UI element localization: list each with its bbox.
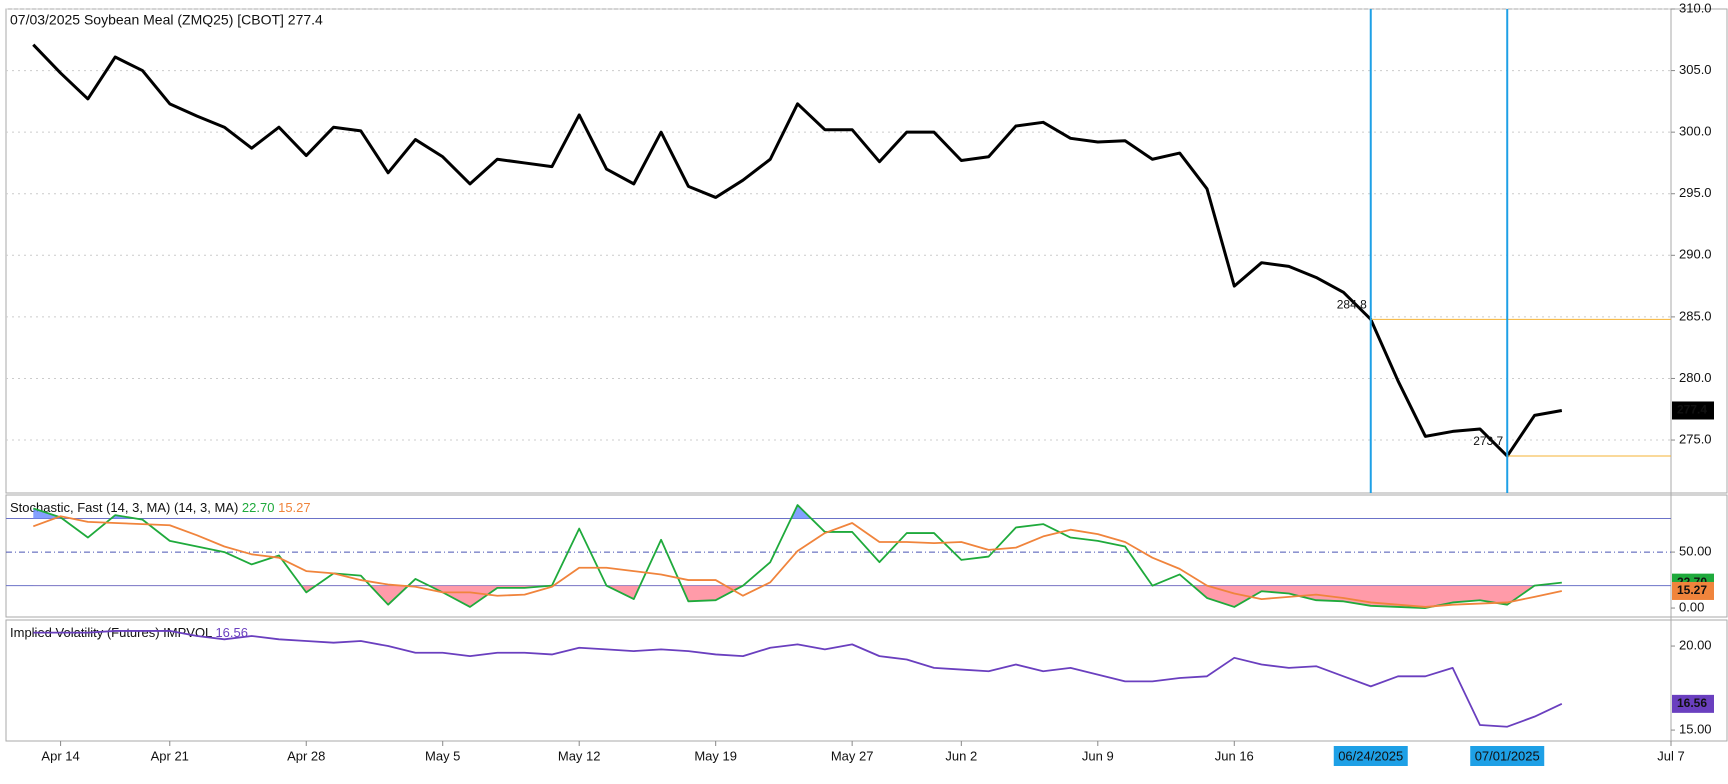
panel-frame xyxy=(5,494,1728,618)
y-tick-label: 15.00 xyxy=(1679,722,1712,737)
x-tick-label: May 27 xyxy=(831,748,874,763)
date-marker-box xyxy=(1333,746,1408,766)
y-tick-label: 290.0 xyxy=(1679,247,1712,262)
y-tick-label: 295.0 xyxy=(1679,185,1712,200)
x-tick-label: May 5 xyxy=(425,748,460,763)
series-line xyxy=(32,43,1563,458)
stoch-k-value: 22.70 xyxy=(242,500,275,515)
x-tick-label: Apr 21 xyxy=(151,748,189,763)
stoch-title: Stochastic, Fast (14, 3, MA) (14, 3, MA)… xyxy=(10,500,311,515)
stoch-d-value: 15.27 xyxy=(278,500,311,515)
y-tick-label: 280.0 xyxy=(1679,370,1712,385)
last-value-box xyxy=(1672,401,1714,420)
level-label: 284.8 xyxy=(1337,298,1367,312)
series-line xyxy=(33,504,1562,609)
panel-frame xyxy=(5,8,1728,494)
price-title: 07/03/2025 Soybean Meal (ZMQ25) [CBOT] 2… xyxy=(10,12,323,28)
y-tick-label: 285.0 xyxy=(1679,308,1712,323)
panel-frame xyxy=(5,619,1728,742)
last-value-label: 15.27 xyxy=(1677,583,1707,597)
band-fill xyxy=(33,505,1562,519)
series-line xyxy=(33,630,1563,728)
last-value-label: 277.4 xyxy=(1677,403,1707,417)
date-marker-label: 06/24/2025 xyxy=(1338,748,1403,763)
x-tick-label: Jun 9 xyxy=(1082,748,1114,763)
y-tick-label: 310.0 xyxy=(1679,0,1712,15)
iv-name: Implied Volatility (Futures) IMPVOL xyxy=(10,625,212,640)
x-tick-label: May 19 xyxy=(694,748,737,763)
iv-title: Implied Volatility (Futures) IMPVOL 16.5… xyxy=(10,625,248,640)
last-value-box xyxy=(1672,694,1714,713)
level-label: 273.7 xyxy=(1473,434,1503,448)
y-tick-label: 300.0 xyxy=(1679,124,1712,139)
last-value-label: 16.56 xyxy=(1677,696,1707,710)
x-tick-label: Jul 7 xyxy=(1657,748,1684,763)
x-tick-label: Jun 2 xyxy=(945,748,977,763)
y-tick-label: 50.00 xyxy=(1679,544,1712,559)
x-tick-label: Apr 14 xyxy=(41,748,79,763)
last-value-box xyxy=(1672,581,1714,600)
x-tick-label: May 12 xyxy=(558,748,601,763)
y-tick-label: 275.0 xyxy=(1679,431,1712,446)
y-tick-label: 0.00 xyxy=(1679,599,1704,614)
y-tick-label: 20.00 xyxy=(1679,637,1712,652)
date-marker-label: 07/01/2025 xyxy=(1475,748,1540,763)
y-tick-label: 305.0 xyxy=(1679,62,1712,77)
stoch-name: Stochastic, Fast (14, 3, MA) (14, 3, MA) xyxy=(10,500,238,515)
stoch-title-text: Stochastic, Fast (14, 3, MA) (14, 3, MA)… xyxy=(10,500,311,515)
x-tick-label: Jun 16 xyxy=(1215,748,1254,763)
series-line xyxy=(32,515,1563,608)
date-marker-box xyxy=(1470,746,1545,766)
x-tick-label: Apr 28 xyxy=(287,748,325,763)
